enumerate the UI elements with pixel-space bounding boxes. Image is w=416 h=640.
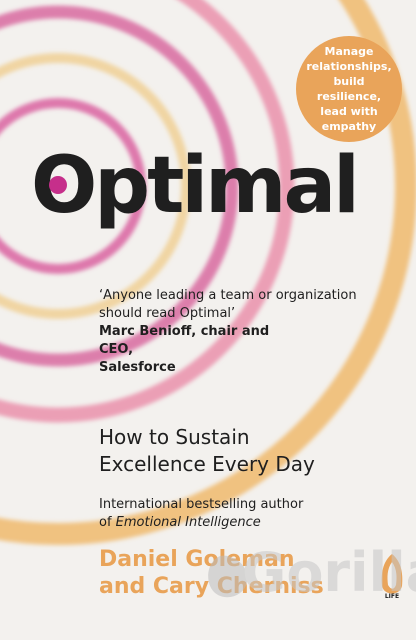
book-subtitle: How to Sustain Excellence Every Day (99, 425, 315, 476)
ring-orange-outer (0, 0, 416, 545)
publisher-mark-text: LIFE (385, 593, 399, 600)
ring-pink-inner (0, 98, 146, 274)
endorsement-quote: ‘Anyone leading a team or organization s… (99, 288, 357, 321)
promo-badge: Manage relationships, build resilience, … (296, 36, 402, 142)
title-o-dot (49, 176, 67, 194)
ring-orange-mid (0, 53, 191, 319)
author-bestselling-note-prefix: International bestselling author of (99, 497, 304, 530)
ring-pink-large (0, 0, 295, 423)
author-bestselling-note: International bestselling author of Emot… (99, 496, 359, 532)
book-authors: Daniel Goleman and Cary Cherniss (99, 547, 324, 599)
endorsement-attribution: Marc Benioff, chair and CEO, Salesforce (99, 324, 270, 375)
penguin-life-logo: LIFE (381, 554, 403, 600)
author-bestselling-note-book: Emotional Intelligence (115, 515, 261, 530)
ring-pink-mid (0, 5, 239, 367)
book-title: Optimal (31, 141, 360, 231)
